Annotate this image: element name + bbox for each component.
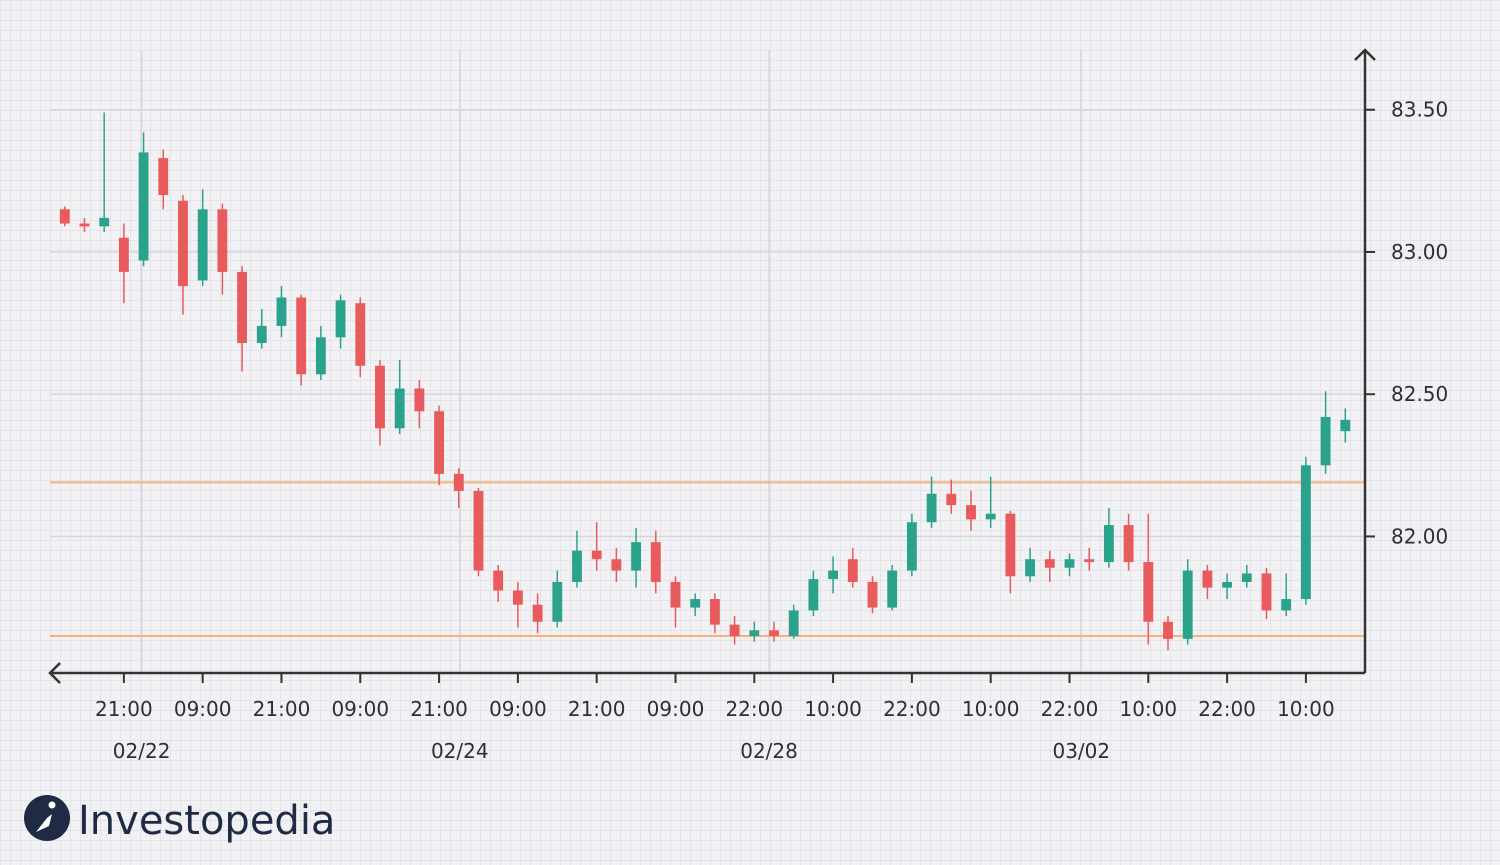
candle-body — [375, 365, 385, 429]
candle-body — [1005, 513, 1016, 577]
candle-body — [355, 303, 366, 366]
candle-body — [1103, 525, 1114, 563]
x-tick-label: 09:00 — [489, 697, 547, 721]
candle-body — [237, 271, 248, 344]
candle-body — [453, 473, 464, 491]
candle-body — [1281, 599, 1292, 611]
logo: Investopedia — [24, 795, 335, 844]
candle-body — [729, 624, 740, 637]
candle-body — [966, 505, 976, 520]
candle-body — [985, 513, 996, 520]
date-label: 02/28 — [740, 739, 798, 763]
y-tick-label: 83.50 — [1391, 98, 1448, 122]
y-tick-label: 83.00 — [1391, 240, 1448, 264]
candle-body — [1320, 416, 1331, 466]
candle-body — [631, 542, 642, 571]
candle-body — [906, 522, 917, 571]
brand-text: Investopedia — [78, 798, 335, 844]
x-tick-label: 21:00 — [95, 697, 153, 721]
candle-body — [256, 325, 267, 344]
candle-body — [572, 550, 582, 582]
candle-body — [552, 581, 563, 622]
candle-body — [1340, 419, 1351, 432]
x-tick-label: 21:00 — [410, 697, 468, 721]
candle-body — [118, 237, 129, 272]
logo-icon-dot — [48, 801, 56, 809]
candle-body — [808, 579, 819, 611]
candle-body — [1025, 559, 1036, 577]
candle-body — [788, 610, 799, 637]
candle-body — [138, 152, 149, 261]
candle-body — [178, 200, 188, 287]
candle-body — [670, 581, 681, 608]
x-tick-label: 21:00 — [253, 697, 311, 721]
candle-body — [1044, 559, 1055, 568]
candle-body — [79, 223, 90, 227]
candle-body — [1222, 581, 1233, 588]
candle-body — [769, 630, 779, 637]
candle-body — [650, 542, 661, 582]
candle-body — [887, 570, 898, 608]
candle-body — [158, 158, 169, 196]
x-tick-label: 22:00 — [725, 697, 783, 721]
y-axis — [1354, 48, 1376, 673]
candle-body — [1143, 562, 1154, 622]
x-tick-label: 10:00 — [1277, 697, 1335, 721]
x-tick-label: 22:00 — [1041, 697, 1099, 721]
candle-body — [414, 388, 425, 412]
candle-body — [197, 209, 208, 281]
date-label: 03/02 — [1052, 739, 1110, 763]
candle-body — [690, 599, 701, 608]
candle-body — [867, 581, 878, 608]
candle-body — [434, 411, 445, 474]
logo-icon-mark — [36, 814, 52, 832]
plot: 82.00 82.50 83.00 83.50 02/22 02/24 02/28 03/02… — [48, 48, 1448, 763]
x-tick-label: 22:00 — [883, 697, 941, 721]
candle-body — [1300, 465, 1311, 600]
candle-body — [493, 570, 504, 591]
candle-body — [1064, 559, 1075, 568]
candle-body — [512, 590, 523, 605]
x-tick-label: 09:00 — [647, 697, 705, 721]
candle-body — [59, 209, 70, 224]
candle-body — [1163, 621, 1173, 639]
y-tick-label: 82.00 — [1391, 524, 1448, 548]
candle-body — [394, 388, 405, 429]
x-tick-label: 09:00 — [174, 697, 232, 721]
candle-body — [532, 604, 543, 622]
candle-body — [591, 550, 602, 560]
candle-body — [611, 559, 622, 571]
candle-body — [1182, 570, 1193, 639]
candle-body — [217, 209, 228, 272]
candle-body — [473, 490, 484, 571]
candle-body — [296, 297, 307, 375]
candle-body — [1202, 570, 1213, 588]
candle-body — [99, 217, 110, 227]
y-tick-label: 82.50 — [1391, 382, 1448, 406]
x-tick-label: 10:00 — [1119, 697, 1177, 721]
x-tick-label: 22:00 — [1198, 697, 1256, 721]
x-tick-label: 10:00 — [804, 697, 862, 721]
x-tick-label: 09:00 — [331, 697, 389, 721]
candle-body — [946, 493, 957, 506]
candle-body — [749, 630, 760, 637]
x-axis — [48, 662, 1365, 684]
candle-body — [828, 570, 839, 580]
candle-body — [1123, 525, 1134, 563]
x-tick-label: 21:00 — [568, 697, 626, 721]
candle-body — [335, 300, 346, 338]
candle-body — [315, 337, 326, 375]
date-label: 02/24 — [431, 739, 489, 763]
candle-body — [847, 559, 858, 582]
candle-body — [276, 297, 287, 326]
x-tick-label: 10:00 — [962, 697, 1020, 721]
candle-body — [709, 599, 720, 625]
candle-body — [1084, 559, 1095, 563]
date-label: 02/22 — [113, 739, 171, 763]
candle-body — [1241, 573, 1252, 582]
candle-body — [1261, 573, 1272, 611]
candle-body — [926, 493, 937, 523]
